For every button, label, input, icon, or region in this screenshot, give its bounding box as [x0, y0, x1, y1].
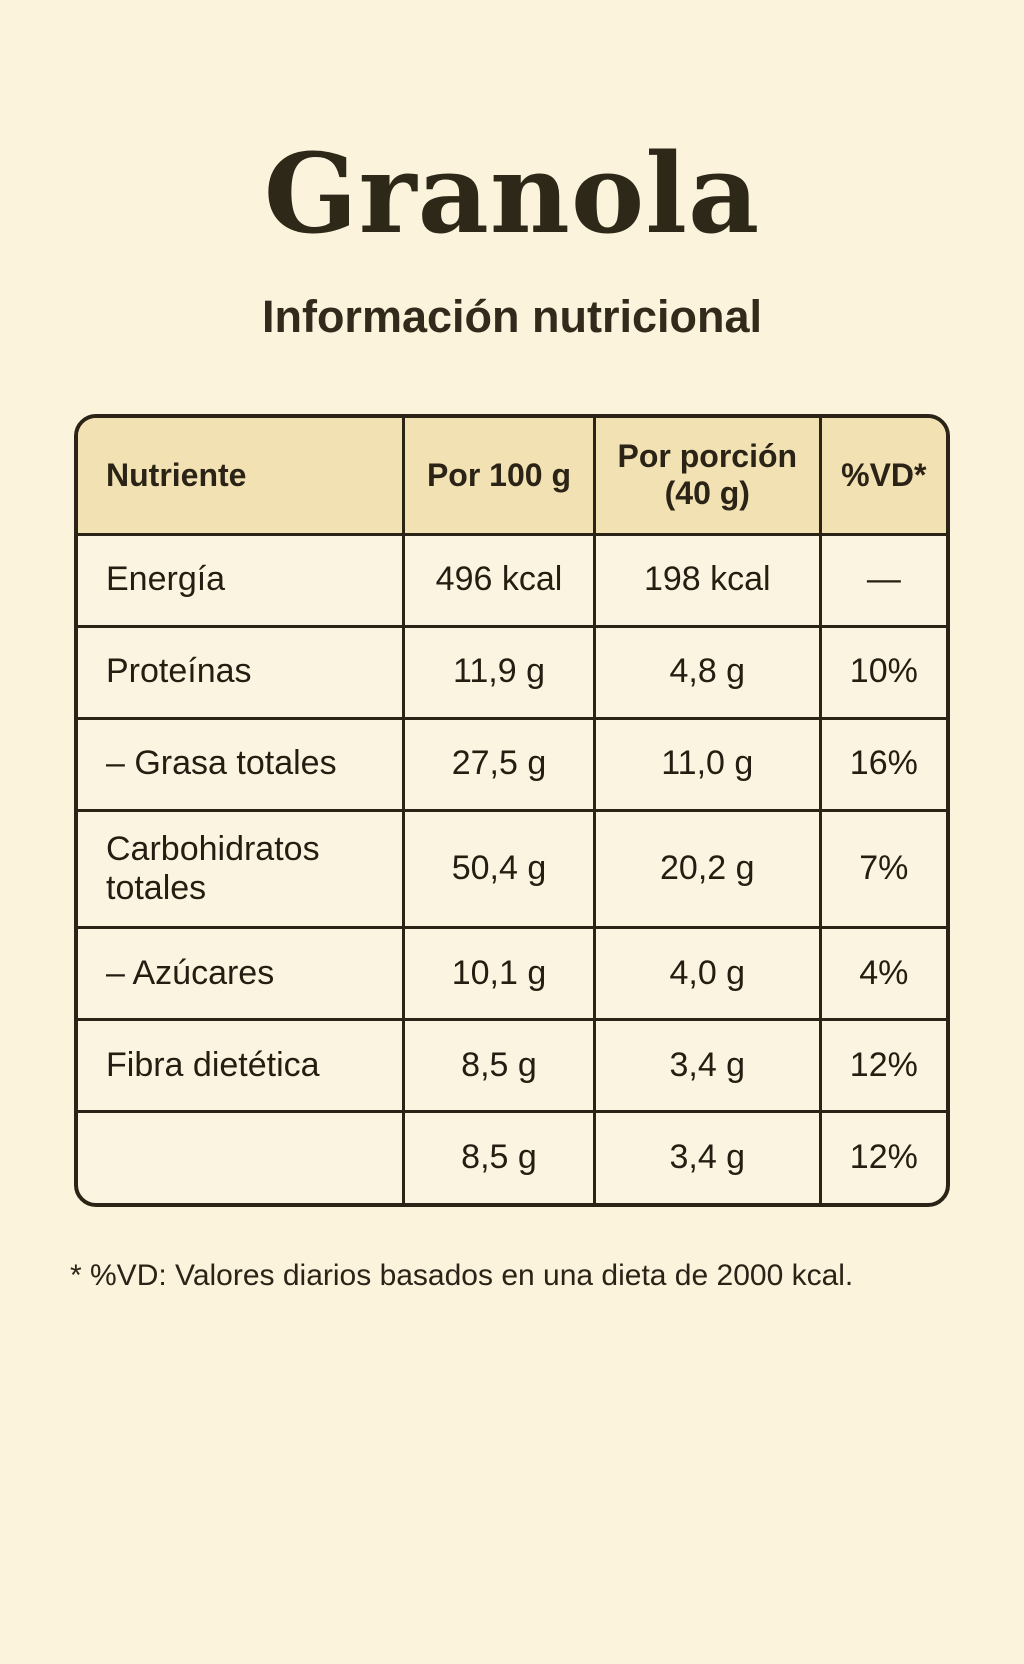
per-portion-cell: 11,0 g — [594, 718, 822, 812]
table-header-row: Nutriente Por 100 g Por porción (40 g) %… — [78, 418, 946, 536]
column-header-daily-value: %VD* — [820, 418, 946, 536]
column-header-per-portion: Por porción (40 g) — [594, 418, 822, 536]
daily-value-cell: 16% — [820, 718, 946, 812]
nutrient-name-cell — [78, 1111, 405, 1204]
page-subtitle: Información nutricional — [261, 291, 763, 342]
table-row: – Grasa totales 27,5 g 11,0 g 16% — [78, 718, 946, 812]
per-100g-cell: 11,9 g — [403, 626, 596, 720]
nutrition-table: Nutriente Por 100 g Por porción (40 g) %… — [74, 414, 950, 1208]
daily-value-cell: 10% — [820, 626, 946, 720]
daily-value-cell: — — [820, 534, 946, 628]
per-100g-cell: 8,5 g — [403, 1111, 596, 1204]
per-portion-cell: 4,8 g — [594, 626, 822, 720]
column-header-nutrient: Nutriente — [78, 418, 405, 536]
per-portion-cell: 4,0 g — [594, 927, 822, 1021]
nutrition-facts-table: Nutriente Por 100 g Por porción (40 g) %… — [78, 418, 946, 1204]
table-row: – Azúcares 10,1 g 4,0 g 4% — [78, 927, 946, 1021]
daily-value-cell: 7% — [820, 810, 946, 929]
per-100g-cell: 27,5 g — [403, 718, 596, 812]
per-portion-cell: 3,4 g — [594, 1019, 822, 1113]
per-100g-cell: 496 kcal — [403, 534, 596, 628]
table-row: Energía 496 kcal 198 kcal — — [78, 534, 946, 628]
per-100g-cell: 8,5 g — [403, 1019, 596, 1113]
per-100g-cell: 10,1 g — [403, 927, 596, 1021]
table-row: Carbohidratos totales 50,4 g 20,2 g 7% — [78, 810, 946, 929]
daily-value-cell: 12% — [849, 1138, 918, 1177]
nutrient-name-cell: – Azúcares — [78, 927, 405, 1021]
table-row: Proteínas 11,9 g 4,8 g 10% — [78, 626, 946, 720]
nutrient-name-cell: Carbohidratos totales — [78, 810, 405, 929]
table-row: Fibra dietética 8,5 g 3,4 g 12% — [78, 1019, 946, 1113]
table-row: 8,5 g 3,4 g 12% — [78, 1111, 946, 1204]
daily-value-cell: 4% — [820, 927, 946, 1021]
nutrient-name-cell: Proteínas — [78, 626, 405, 720]
daily-value-cell: 12% — [820, 1019, 946, 1113]
per-portion-cell: 20,2 g — [594, 810, 822, 929]
per-portion-cell: 198 kcal — [594, 534, 822, 628]
page-title: Granola — [263, 129, 761, 258]
nutrient-name-cell: Energía — [78, 534, 405, 628]
per-portion-cell: 3,4 g — [594, 1111, 822, 1204]
daily-value-footnote: * %VD: Valores diarios basados en una di… — [70, 1259, 854, 1293]
nutrient-name-cell: – Grasa totales — [78, 718, 405, 812]
per-100g-cell: 50,4 g — [403, 810, 596, 929]
column-header-per-100g: Por 100 g — [403, 418, 596, 536]
nutrient-name-cell: Fibra dietética — [78, 1019, 405, 1113]
